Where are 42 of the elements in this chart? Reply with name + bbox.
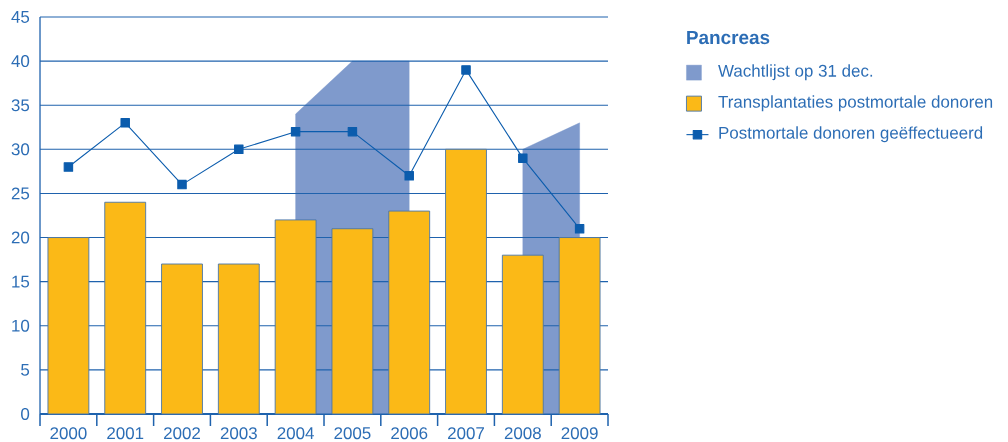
- x-tick-label: 2005: [334, 427, 371, 440]
- point: [63, 162, 74, 172]
- legend-label: Postmortale donoren geëffectueerd: [719, 126, 983, 143]
- legend-title: Pancreas: [687, 30, 770, 45]
- bar: [445, 148, 487, 415]
- point: [404, 171, 414, 181]
- point: [290, 126, 301, 137]
- point: [461, 65, 471, 75]
- y-tick-label: 45: [11, 11, 30, 23]
- y-tick-label: 5: [21, 363, 30, 376]
- bar: [161, 263, 203, 415]
- y-tick-label: 10: [12, 319, 30, 332]
- x-tick-label: 2009: [561, 427, 598, 440]
- y-tick-label: 40: [11, 55, 30, 68]
- legend-label: Transplantaties postmortale donoren: [718, 95, 993, 112]
- bar: [331, 228, 374, 415]
- x-tick-label: 2003: [220, 427, 257, 440]
- legend-label: Wachtlijst op 31 dec.: [718, 64, 873, 81]
- x-tick-label: 2007: [448, 427, 484, 440]
- point: [120, 118, 130, 128]
- x-tick-label: 2001: [107, 427, 144, 440]
- bar: [388, 210, 431, 415]
- y-tick-label: 25: [11, 187, 30, 200]
- y-tick-label: 30: [11, 143, 30, 156]
- point: [518, 153, 528, 163]
- y-tick-label: 0: [21, 407, 30, 420]
- point: [574, 223, 585, 234]
- x-tick-label: 2006: [391, 427, 428, 440]
- y-tick-label: 20: [11, 231, 30, 244]
- bar: [47, 237, 90, 415]
- bar: [104, 201, 147, 415]
- bar: [217, 263, 260, 415]
- point: [347, 126, 358, 137]
- x-tick-label: 2004: [277, 427, 314, 440]
- x-tick-label: 2000: [50, 427, 87, 440]
- bar: [274, 219, 317, 415]
- y-tick-label: 35: [11, 99, 30, 112]
- y-tick-label: 15: [12, 275, 30, 288]
- point: [234, 144, 244, 155]
- point: [177, 179, 187, 190]
- x-tick-label: 2002: [164, 427, 200, 440]
- x-tick-label: 2008: [504, 427, 541, 440]
